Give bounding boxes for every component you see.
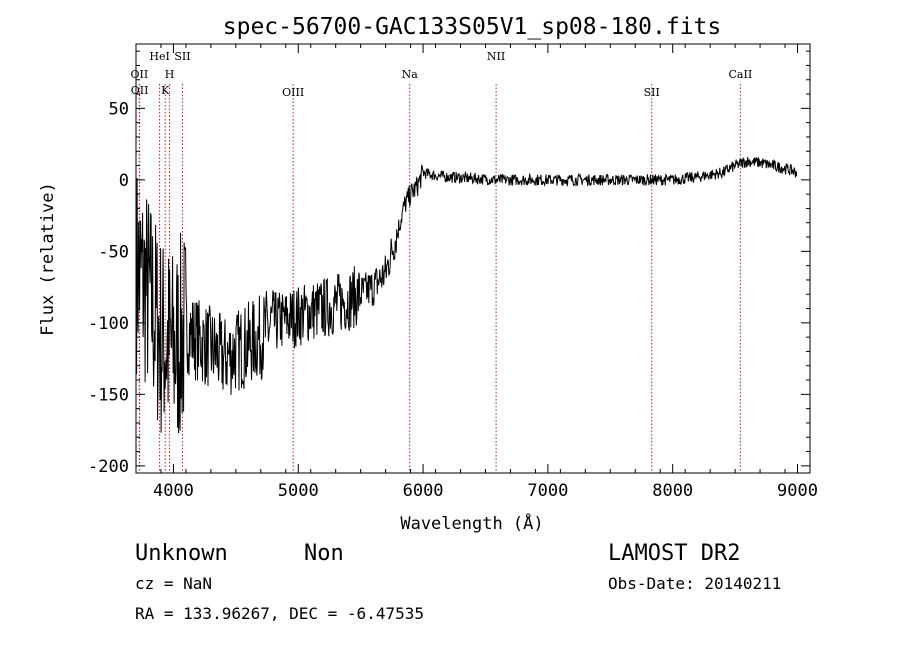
- y-tick-label: -200: [88, 457, 129, 477]
- redshift-text: cz = NaN: [135, 574, 212, 593]
- object-subclass: Non: [304, 541, 344, 566]
- y-tick-label: -150: [88, 385, 129, 405]
- coordinates-text: RA = 133.96267, DEC = -6.47535: [135, 604, 424, 623]
- y-tick-label: 0: [119, 171, 129, 191]
- x-tick-label: 5000: [278, 481, 319, 501]
- spectral-line-label: SII: [644, 86, 660, 99]
- y-axis-label: Flux (relative): [38, 182, 58, 336]
- spectral-line-label: CaII: [729, 68, 753, 81]
- spectral-line-label: OII: [131, 84, 149, 97]
- spectral-line-label: Na: [402, 68, 419, 81]
- x-axis-label: Wavelength (Å): [400, 512, 543, 534]
- obs-date-text: Obs-Date: 20140211: [608, 574, 781, 593]
- spectral-line-label: H: [165, 68, 175, 81]
- chart-title: spec-56700-GAC133S05V1_sp08-180.fits: [223, 14, 722, 40]
- survey-label: LAMOST DR2: [608, 541, 740, 566]
- spectrum-series: [136, 156, 798, 434]
- spectral-line-label: OIII: [282, 86, 304, 99]
- y-tick-label: -100: [88, 314, 129, 334]
- x-tick-label: 8000: [652, 481, 693, 501]
- x-tick-label: 6000: [403, 481, 444, 501]
- object-class: Unknown: [135, 541, 228, 566]
- spectral-line-label: HeI: [149, 50, 169, 63]
- axis-ticks: 4000 5000 6000 7000 8000 9000 -200 -150 -100 -50 0…: [88, 44, 818, 501]
- y-tick-label: 50: [109, 99, 129, 119]
- spectral-line-label: SII: [174, 50, 190, 63]
- x-tick-label: 7000: [527, 481, 568, 501]
- spectral-line-label: OII: [131, 68, 149, 81]
- spectrum-line: [136, 156, 798, 434]
- x-tick-label: 9000: [777, 481, 818, 501]
- x-tick-label: 4000: [153, 481, 194, 501]
- spectral-line-label: K: [161, 84, 170, 97]
- y-tick-label: -50: [98, 242, 129, 262]
- spectral-line-label: NII: [487, 50, 505, 63]
- plot-frame: [135, 43, 811, 474]
